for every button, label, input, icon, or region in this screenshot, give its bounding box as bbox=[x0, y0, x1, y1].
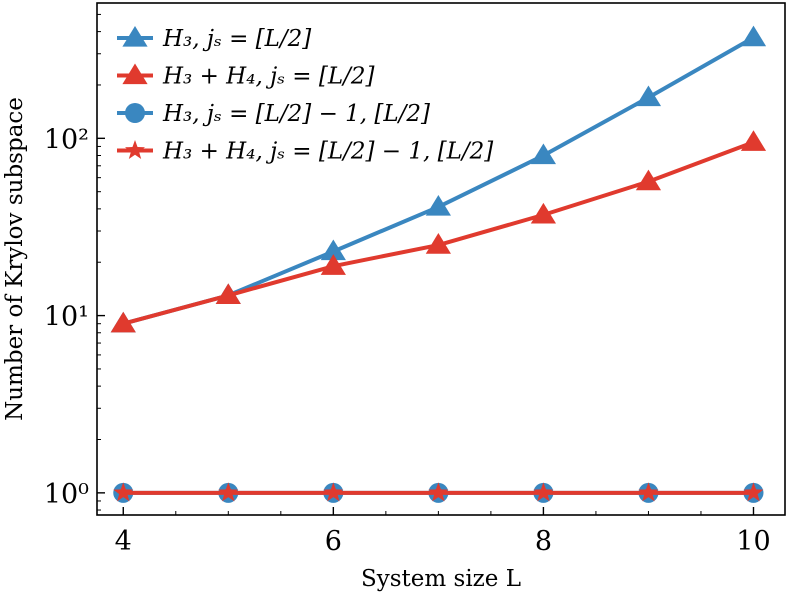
series-layer bbox=[110, 25, 767, 503]
data-point bbox=[635, 169, 662, 191]
x-tick-label: 8 bbox=[535, 526, 552, 557]
data-point bbox=[425, 233, 451, 254]
data-point bbox=[638, 482, 659, 502]
data-point bbox=[215, 283, 241, 305]
legend-swatch-marker bbox=[125, 103, 145, 123]
data-point bbox=[740, 25, 767, 47]
y-tick-label: 10² bbox=[44, 124, 89, 155]
data-point bbox=[635, 85, 662, 107]
data-point bbox=[530, 202, 557, 224]
x-tick-label: 6 bbox=[325, 526, 342, 557]
y-tick-label: 10¹ bbox=[44, 302, 89, 333]
series-line bbox=[122, 140, 755, 326]
data-point bbox=[533, 482, 554, 502]
data-point bbox=[428, 482, 449, 502]
legend-entry: H₃ + H₄, jₛ = [L/2] bbox=[117, 63, 374, 90]
series-2 bbox=[110, 130, 767, 333]
legend-label: H₃ + H₄, jₛ = [L/2] − 1, [L/2] bbox=[162, 139, 493, 165]
data-point bbox=[743, 482, 764, 502]
data-point bbox=[530, 143, 557, 165]
data-point bbox=[425, 194, 451, 216]
legend-entry: H₃ + H₄, jₛ = [L/2] − 1, [L/2] bbox=[117, 139, 493, 165]
series-4 bbox=[113, 482, 764, 502]
tick-layer: 4 6 8 10 10⁰ 10¹ 10² bbox=[44, 13, 771, 557]
data-point bbox=[323, 482, 344, 502]
legend-label: H₃ + H₄, jₛ = [L/2] bbox=[162, 64, 374, 90]
legend: H₃, jₛ = [L/2] H₃ + H₄, jₛ = [L/2] H₃, jₛ … bbox=[117, 26, 493, 165]
x-tick-label: 10 bbox=[736, 526, 770, 557]
legend-swatch-marker bbox=[125, 140, 145, 159]
legend-swatch-marker bbox=[122, 26, 148, 47]
legend-label: H₃, jₛ = [L/2] − 1, [L/2] bbox=[162, 101, 430, 127]
legend-entry: H₃, jₛ = [L/2] bbox=[117, 26, 311, 52]
x-axis-label: System size L bbox=[361, 566, 521, 592]
y-tick-label: 10⁰ bbox=[44, 479, 89, 510]
data-point bbox=[320, 254, 346, 275]
data-point bbox=[740, 130, 767, 151]
legend-swatch-marker bbox=[122, 63, 148, 85]
data-point bbox=[320, 239, 346, 261]
data-point bbox=[218, 482, 239, 502]
y-axis-label: Number of Krylov subspace bbox=[2, 97, 28, 421]
data-point bbox=[110, 311, 136, 333]
legend-entry: H₃, jₛ = [L/2] − 1, [L/2] bbox=[117, 101, 430, 127]
x-tick-label: 4 bbox=[115, 526, 132, 557]
plot-frame bbox=[96, 2, 786, 516]
data-point bbox=[113, 482, 134, 502]
legend-label: H₃, jₛ = [L/2] bbox=[162, 26, 311, 52]
